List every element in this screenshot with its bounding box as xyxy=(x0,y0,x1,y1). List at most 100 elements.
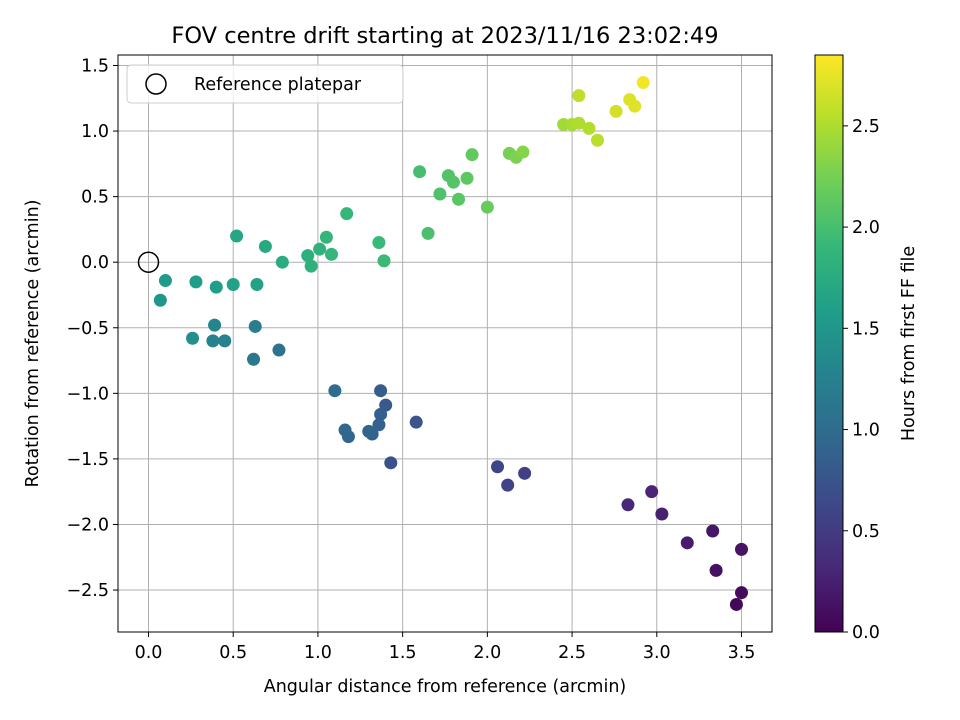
scatter-point xyxy=(319,230,333,244)
scatter-point xyxy=(372,418,386,432)
scatter-point xyxy=(208,318,222,332)
scatter-point xyxy=(735,542,749,556)
legend: Reference platepar xyxy=(126,64,404,104)
y-tick-label: −1.0 xyxy=(67,384,110,404)
x-tick-label: 1.5 xyxy=(389,643,417,663)
y-axis-label: Rotation from reference (arcmin) xyxy=(23,200,43,488)
scatter-point xyxy=(340,207,354,221)
y-tick-label: 0.0 xyxy=(81,253,109,273)
scatter-point xyxy=(480,200,494,214)
scatter-point xyxy=(446,175,460,189)
scatter-point xyxy=(247,352,261,366)
x-axis: 0.0 0.5 1.0 1.5 2.0 2.5 3.0 3.5 xyxy=(135,632,756,663)
scatter-point xyxy=(735,586,749,600)
scatter-point xyxy=(250,277,264,291)
colorbar-label: Hours from first FF file xyxy=(899,246,919,441)
scatter-point xyxy=(186,331,200,345)
scatter-point xyxy=(572,89,586,103)
scatter-point xyxy=(465,148,479,162)
scatter-point xyxy=(374,407,388,421)
x-tick-label: 1.0 xyxy=(304,643,332,663)
scatter-point xyxy=(258,239,272,253)
colorbar: 0.0 0.5 1.0 1.5 2.0 2.5 Hours from first FF f… xyxy=(814,54,919,643)
scatter-point xyxy=(621,498,635,512)
scatter-point xyxy=(272,343,286,357)
scatter-point xyxy=(324,247,338,261)
scatter-point xyxy=(518,466,532,480)
y-tick-label: −1.5 xyxy=(67,450,110,470)
scatter-point xyxy=(460,171,474,185)
scatter-point xyxy=(384,456,398,470)
scatter-point xyxy=(153,293,167,307)
scatter-point xyxy=(206,334,220,348)
scatter-points xyxy=(153,76,749,611)
chart-title: FOV centre drift starting at 2023/11/16 … xyxy=(171,23,718,49)
scatter-point xyxy=(248,319,262,333)
scatter-point xyxy=(377,254,391,268)
scatter-point xyxy=(209,280,223,294)
x-tick-label: 2.0 xyxy=(473,643,501,663)
scatter-point xyxy=(189,275,203,289)
scatter-point xyxy=(706,524,720,538)
scatter-point xyxy=(729,597,743,611)
scatter-point xyxy=(409,415,423,429)
y-axis: −2.5 −2.0 −1.5 −1.0 −0.5 0.0 0.5 1.0 1.5 xyxy=(67,56,118,601)
x-tick-label: 0.5 xyxy=(219,643,247,663)
legend-reference-marker xyxy=(145,73,167,95)
y-tick-label: −2.0 xyxy=(67,515,110,535)
scatter-point xyxy=(313,242,327,256)
scatter-point xyxy=(572,116,586,130)
scatter-point xyxy=(158,274,172,288)
scatter-point xyxy=(516,145,530,159)
scatter-point xyxy=(374,384,388,398)
colorbar-ticks: 0.0 0.5 1.0 1.5 2.0 2.5 xyxy=(843,117,880,643)
colorbar-tick-label: 0.0 xyxy=(852,623,880,643)
colorbar-tick-label: 1.0 xyxy=(852,421,880,441)
scatter-point xyxy=(609,104,623,118)
scatter-point xyxy=(413,165,427,179)
scatter-point xyxy=(338,423,352,437)
reference-marker-group xyxy=(137,251,160,273)
scatter-point xyxy=(301,249,315,263)
scatter-point xyxy=(582,121,596,135)
colorbar-tick-label: 2.5 xyxy=(852,117,880,137)
scatter-point xyxy=(226,277,240,291)
y-tick-label: 0.5 xyxy=(81,188,109,208)
scatter-point xyxy=(421,226,435,240)
scatter-point xyxy=(452,192,466,206)
scatter-point xyxy=(433,187,447,201)
x-axis-label: Angular distance from reference (arcmin) xyxy=(264,677,627,697)
scatter-point xyxy=(362,424,376,438)
scatter-point xyxy=(230,229,244,243)
legend-entry-reference-platepar: Reference platepar xyxy=(194,75,362,95)
colorbar-tick-label: 0.5 xyxy=(852,522,880,542)
scatter-point xyxy=(218,334,232,348)
legend-box xyxy=(126,64,404,104)
colorbar-tick-label: 1.5 xyxy=(852,319,880,339)
scatter-point xyxy=(709,563,723,577)
y-tick-label: 1.0 xyxy=(81,122,109,142)
plot-frame xyxy=(117,54,773,633)
y-tick-label: −0.5 xyxy=(67,319,110,339)
scatter-point xyxy=(680,536,694,550)
scatter-point xyxy=(328,384,342,398)
scatter-point xyxy=(372,236,386,250)
scatter-point xyxy=(590,133,604,147)
scatter-point xyxy=(628,99,642,113)
scatter-point xyxy=(636,76,650,90)
scatter-point xyxy=(501,478,515,492)
reference-platepar-marker xyxy=(137,251,160,273)
scatter-point xyxy=(645,485,659,499)
scatter-point xyxy=(275,255,289,269)
colorbar-gradient xyxy=(814,54,844,633)
y-tick-label: 1.5 xyxy=(81,56,109,76)
scatter-point xyxy=(655,507,669,521)
x-tick-label: 3.5 xyxy=(728,643,756,663)
colorbar-tick-label: 2.0 xyxy=(852,218,880,238)
y-tick-label: −2.5 xyxy=(67,581,110,601)
x-tick-label: 0.0 xyxy=(135,643,163,663)
scatter-point xyxy=(491,460,505,474)
x-tick-label: 3.0 xyxy=(643,643,671,663)
x-tick-label: 2.5 xyxy=(558,643,586,663)
